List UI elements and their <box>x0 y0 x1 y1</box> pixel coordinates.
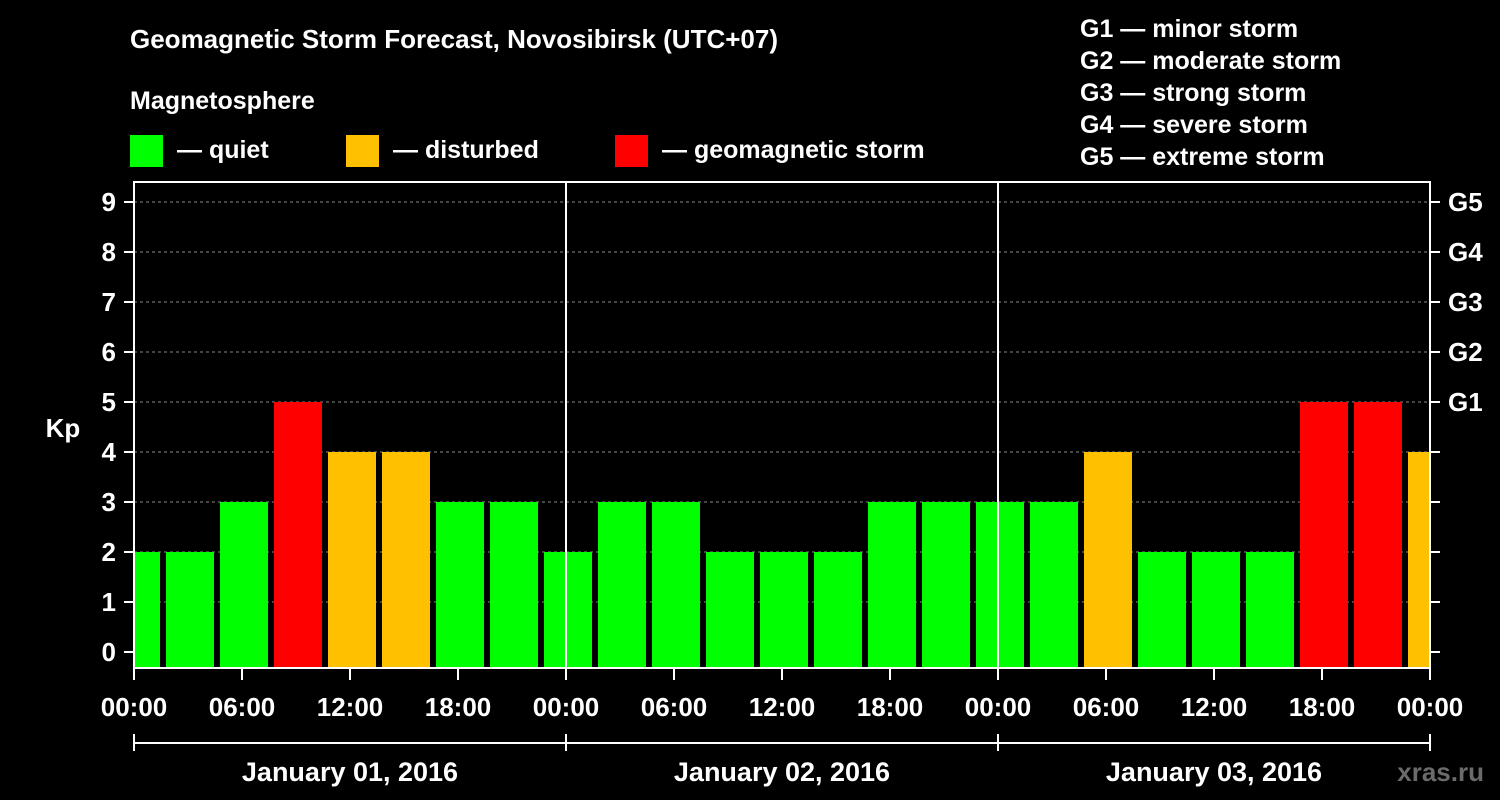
legend-swatch-2 <box>615 135 648 167</box>
x-tick-label-1: 06:00 <box>209 692 276 722</box>
day-brackets: January 01, 2016 January 02, 2016 January … <box>133 734 1431 787</box>
y-tick-label-0: 0 <box>102 637 116 667</box>
y-tick-label-5: 5 <box>102 387 116 417</box>
axes: 0 1 2 3 4 5 6 7 8 9 G1 G2 G3 G4 G5 00:00 06:00 12:00 18:00… <box>101 181 1483 722</box>
bar-19 <box>1138 552 1186 668</box>
y-tick-label-9: 9 <box>102 187 116 217</box>
bars <box>134 402 1429 668</box>
legend-swatch-1 <box>346 135 379 167</box>
x-tick-label-11: 18:00 <box>1289 692 1356 722</box>
x-tick-label-10: 12:00 <box>1181 692 1248 722</box>
right-tick-label-g3: G3 <box>1448 287 1483 317</box>
legend-label-2: — geomagnetic storm <box>662 136 925 164</box>
x-tick-label-6: 12:00 <box>749 692 816 722</box>
legend-label-0: — quiet <box>177 136 269 164</box>
y-tick-label-2: 2 <box>102 537 116 567</box>
bar-1 <box>166 552 214 668</box>
right-tick-label-g1: G1 <box>1448 387 1483 417</box>
storm-scale-item-5: G5 — extreme storm <box>1080 143 1325 171</box>
bar-16 <box>976 502 1024 668</box>
bar-24 <box>1408 452 1429 668</box>
bar-14 <box>868 502 916 668</box>
watermark: xras.ru <box>1397 757 1484 787</box>
bar-9 <box>598 502 646 668</box>
storm-scale-item-4: G4 — severe storm <box>1080 111 1308 139</box>
storm-scale-item-3: G3 — strong storm <box>1080 79 1306 107</box>
x-tick-label-12: 00:00 <box>1397 692 1464 722</box>
storm-scale-legend: G1 — minor storm G2 — moderate storm G3 — … <box>1080 15 1341 171</box>
y-axis-label: Kp <box>46 413 81 443</box>
x-tick-label-3: 18:00 <box>425 692 492 722</box>
bar-17 <box>1030 502 1078 668</box>
right-tick-label-g4: G4 <box>1448 237 1483 267</box>
storm-scale-item-1: G1 — minor storm <box>1080 15 1298 43</box>
bar-23 <box>1354 402 1402 668</box>
legend-heading: Magnetosphere <box>130 87 315 115</box>
bar-7 <box>490 502 538 668</box>
day-label-0: January 01, 2016 <box>242 757 458 787</box>
bar-5 <box>382 452 430 668</box>
x-tick-label-7: 18:00 <box>857 692 924 722</box>
y-tick-label-7: 7 <box>102 287 116 317</box>
right-tick-label-g5: G5 <box>1448 187 1483 217</box>
y-tick-label-4: 4 <box>102 437 117 467</box>
bar-6 <box>436 502 484 668</box>
x-tick-label-5: 06:00 <box>641 692 708 722</box>
right-tick-label-g2: G2 <box>1448 337 1483 367</box>
bar-11 <box>706 552 754 668</box>
bar-21 <box>1246 552 1294 668</box>
x-tick-label-0: 00:00 <box>101 692 168 722</box>
bar-18 <box>1084 452 1132 668</box>
bar-20 <box>1192 552 1240 668</box>
legend: — quiet — disturbed — geomagnetic storm <box>130 135 925 167</box>
day-label-2: January 03, 2016 <box>1106 757 1322 787</box>
bar-13 <box>814 552 862 668</box>
bar-12 <box>760 552 808 668</box>
x-tick-label-9: 06:00 <box>1073 692 1140 722</box>
bar-3 <box>274 402 322 668</box>
bar-4 <box>328 452 376 668</box>
bar-10 <box>652 502 700 668</box>
legend-label-1: — disturbed <box>393 136 539 164</box>
y-tick-label-6: 6 <box>102 337 116 367</box>
day-label-1: January 02, 2016 <box>674 757 890 787</box>
bar-15 <box>922 502 970 668</box>
bar-8 <box>544 552 592 668</box>
x-tick-label-4: 00:00 <box>533 692 600 722</box>
legend-swatch-0 <box>130 135 163 167</box>
bar-2 <box>220 502 268 668</box>
x-tick-label-2: 12:00 <box>317 692 384 722</box>
bar-0 <box>134 552 160 668</box>
bar-22 <box>1300 402 1348 668</box>
chart-title: Geomagnetic Storm Forecast, Novosibirsk … <box>130 24 778 54</box>
x-tick-label-8: 00:00 <box>965 692 1032 722</box>
y-tick-label-1: 1 <box>102 587 116 617</box>
y-tick-label-8: 8 <box>102 237 116 267</box>
y-tick-label-3: 3 <box>102 487 116 517</box>
storm-scale-item-2: G2 — moderate storm <box>1080 47 1341 75</box>
